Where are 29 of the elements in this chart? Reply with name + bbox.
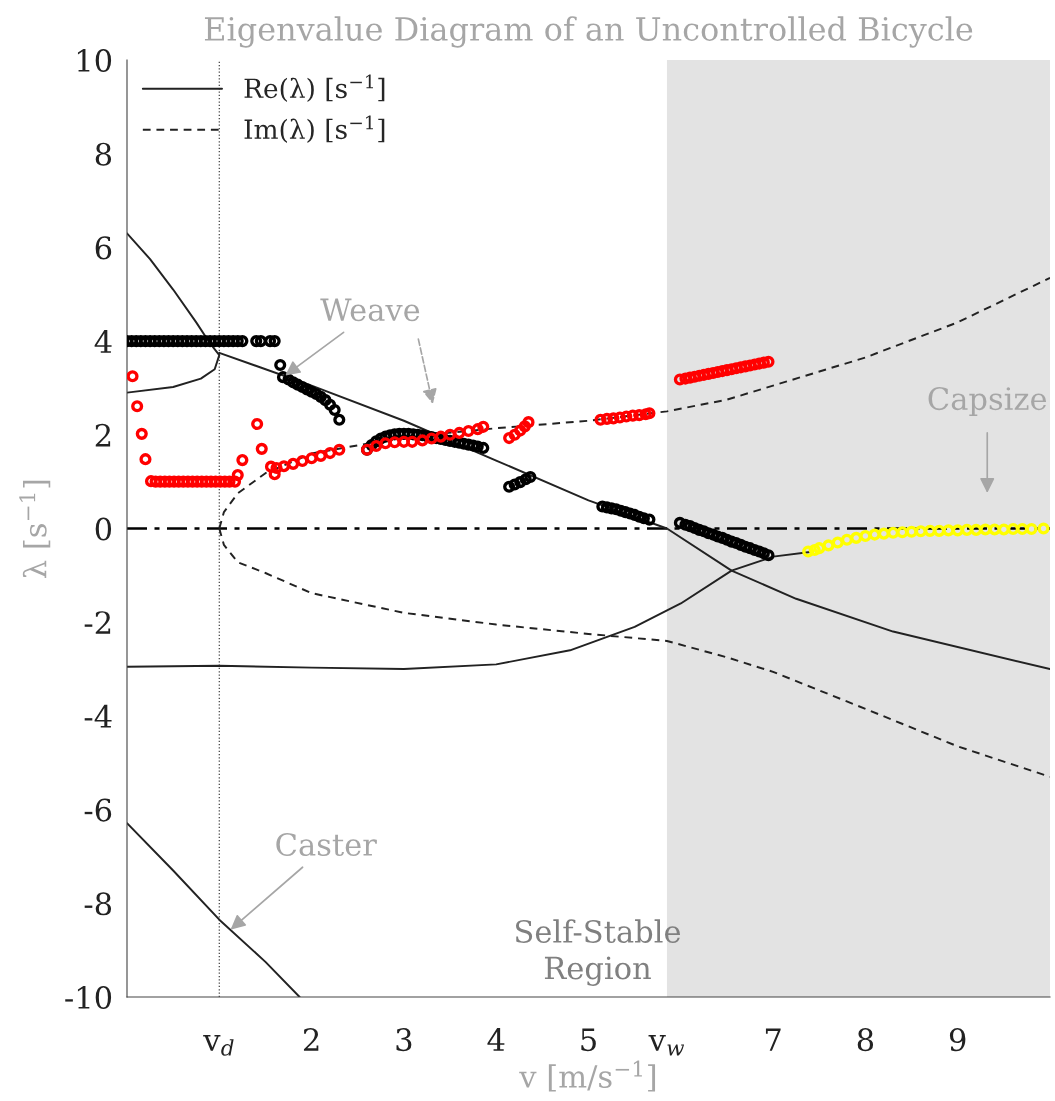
annotation: Caster [276,832,377,857]
y-tick-label: -10 [65,985,112,1010]
y-tick-label: -8 [84,892,112,916]
legend-label: Re(λ) [s$^{−1}$] [244,74,385,102]
annotation: Capsize [928,387,1047,417]
y-tick-label: 8 [95,142,112,166]
y-tick-label: -4 [84,704,112,728]
y-tick-label: 4 [94,330,112,353]
y-axis-title: λ [s$^{−1}$] [19,480,51,578]
chart-title: Eigenvalue Diagram of an Uncontrolled Bicycle [204,16,973,48]
y-tick-label: 10 [77,48,112,73]
y-tick-label: -6 [84,798,112,822]
x-tick-label: 5 [581,1028,596,1052]
x-tick-label: v$_{d}$ [203,1034,234,1056]
x-tick-label: v$_{w}$ [648,1034,685,1056]
x-tick-label: 3 [396,1028,412,1052]
x-tick-label: 8 [857,1028,874,1052]
x-tick-label: 7 [765,1028,781,1051]
x-tick-label: 9 [949,1028,966,1052]
legend-label: Im(λ) [s$^{−1}$] [244,115,385,143]
x-tick-label: 4 [487,1028,505,1051]
y-tick-label: 6 [95,236,112,260]
annotation: Weave [320,298,420,322]
y-tick-label: -2 [84,611,111,634]
x-tick-label: 2 [303,1028,319,1051]
x-axis-title: v [m/s$^{−1}$] [519,1060,656,1092]
y-tick-label: 2 [95,423,111,447]
y-tick-label: 0 [95,517,112,541]
band-label: Self-Stable Region [516,919,681,986]
